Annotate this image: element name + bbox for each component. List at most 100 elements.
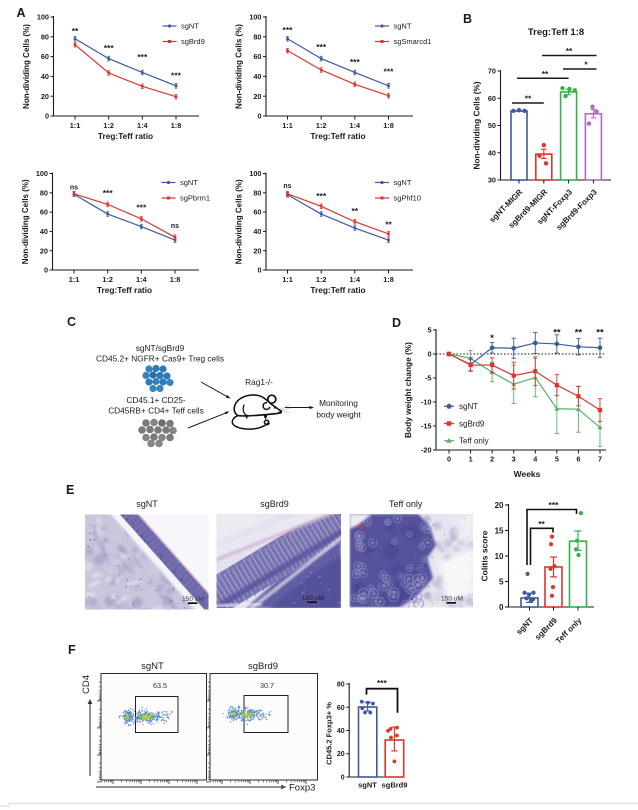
svg-text:80: 80 [337,682,345,689]
svg-text:0: 0 [257,112,261,121]
svg-text:60: 60 [253,52,261,61]
svg-text:**: ** [72,26,79,36]
svg-text:sgNT: sgNT [141,661,164,672]
svg-text:sgNT/sgBrd9: sgNT/sgBrd9 [136,343,185,353]
svg-text:0: 0 [257,266,261,275]
svg-text:***: *** [171,71,182,81]
svg-text:1:8: 1:8 [170,275,181,284]
svg-text:0: 0 [45,112,49,121]
svg-text:80: 80 [253,188,261,197]
svg-text:Non-dividing Cells (%): Non-dividing Cells (%) [235,179,244,264]
svg-text:-5: -5 [425,374,432,383]
svg-text:Weeks: Weeks [514,469,541,479]
svg-text:sgBrd9: sgBrd9 [382,781,408,790]
svg-text:0: 0 [44,266,48,275]
svg-text:sgNT: sgNT [394,22,412,31]
svg-text:sgNT: sgNT [358,781,377,790]
svg-text:**: ** [566,46,573,56]
svg-text:*: * [490,333,494,344]
svg-text:10: 10 [495,552,504,561]
svg-text:Rag1-/-: Rag1-/- [245,377,273,387]
svg-text:150 uM: 150 uM [441,596,463,603]
svg-text:60: 60 [337,705,345,712]
svg-text:1:2: 1:2 [316,121,327,130]
svg-text:1:1: 1:1 [282,275,293,284]
svg-text:40: 40 [40,227,48,236]
svg-text:100: 100 [36,169,48,178]
svg-text:1:8: 1:8 [383,275,394,284]
svg-text:40: 40 [253,72,261,81]
svg-text:1:4: 1:4 [350,275,361,284]
svg-text:40: 40 [337,728,345,735]
svg-text:Treg:Teff 1:8: Treg:Teff 1:8 [528,27,584,38]
svg-text:***: *** [104,43,115,53]
svg-text:ns: ns [171,223,179,230]
svg-text:5: 5 [427,326,431,335]
svg-text:-15: -15 [421,422,432,431]
svg-text:1:4: 1:4 [350,121,361,130]
svg-text:Teff only: Teff only [459,437,489,446]
svg-text:5: 5 [555,455,559,464]
svg-text:1:8: 1:8 [383,121,394,130]
svg-text:30.7: 30.7 [260,681,274,690]
svg-text:D: D [392,316,401,330]
svg-text:Colitis score: Colitis score [480,530,490,581]
svg-text:CD45RB+ CD4+ Teff cells: CD45RB+ CD4+ Teff cells [108,406,204,416]
svg-text:***: *** [316,42,327,52]
svg-text:1:2: 1:2 [103,121,114,130]
svg-text:0: 0 [499,603,504,612]
svg-text:-20: -20 [421,446,432,455]
svg-text:Non-dividing Cells (%): Non-dividing Cells (%) [235,24,244,109]
svg-text:80: 80 [41,32,49,41]
svg-text:60: 60 [253,208,261,217]
svg-text:5: 5 [499,577,504,586]
svg-text:63.5: 63.5 [153,681,167,690]
svg-text:6: 6 [576,455,580,464]
svg-text:0: 0 [341,775,345,782]
svg-text:**: ** [575,328,583,339]
svg-text:1:4: 1:4 [136,275,147,284]
svg-text:60: 60 [41,52,49,61]
svg-text:100: 100 [37,13,49,22]
svg-text:**: ** [553,328,561,339]
svg-text:40: 40 [253,227,261,236]
svg-text:CD45.1+ CD25-: CD45.1+ CD25- [126,395,185,405]
svg-text:40: 40 [41,72,49,81]
svg-text:CD4: CD4 [81,675,92,694]
svg-text:3: 3 [512,455,516,464]
svg-text:sgPhf10: sgPhf10 [394,194,422,203]
svg-text:Non-dividing Cells (%): Non-dividing Cells (%) [472,81,482,169]
svg-text:0: 0 [447,455,451,464]
svg-text:80: 80 [253,32,261,41]
svg-text:20: 20 [253,246,261,255]
svg-text:1:8: 1:8 [171,121,182,130]
svg-text:15: 15 [495,526,504,535]
svg-text:1: 1 [469,455,473,464]
svg-text:100: 100 [249,169,261,178]
svg-text:30: 30 [488,176,496,185]
svg-text:body weight: body weight [316,410,361,420]
svg-text:CD45.2 Foxp3+ %: CD45.2 Foxp3+ % [325,702,334,765]
svg-text:2: 2 [490,455,494,464]
svg-text:***: *** [103,188,114,198]
svg-text:20: 20 [41,92,49,101]
svg-text:60: 60 [488,94,496,103]
svg-text:Teff only: Teff only [389,499,423,509]
svg-text:Body weight change (%): Body weight change (%) [403,342,413,438]
svg-text:***: *** [316,191,327,201]
svg-text:**: ** [351,206,358,216]
svg-text:CD45.2+ NGFR+ Cas9+ Treg cells: CD45.2+ NGFR+ Cas9+ Treg cells [96,354,224,364]
svg-text:20: 20 [337,751,345,758]
svg-text:7: 7 [598,455,602,464]
svg-text:sgNT: sgNT [136,499,158,509]
svg-text:***: *** [136,203,147,213]
svg-text:1:1: 1:1 [282,121,293,130]
svg-text:sgBrd9: sgBrd9 [260,499,289,509]
svg-text:sgPbrm1: sgPbrm1 [180,194,210,203]
svg-text:***: *** [384,67,395,77]
svg-text:sgNT: sgNT [394,178,412,187]
svg-text:***: *** [137,52,148,62]
svg-text:***: *** [283,25,294,35]
svg-text:20: 20 [495,501,504,510]
svg-text:-10: -10 [421,398,432,407]
